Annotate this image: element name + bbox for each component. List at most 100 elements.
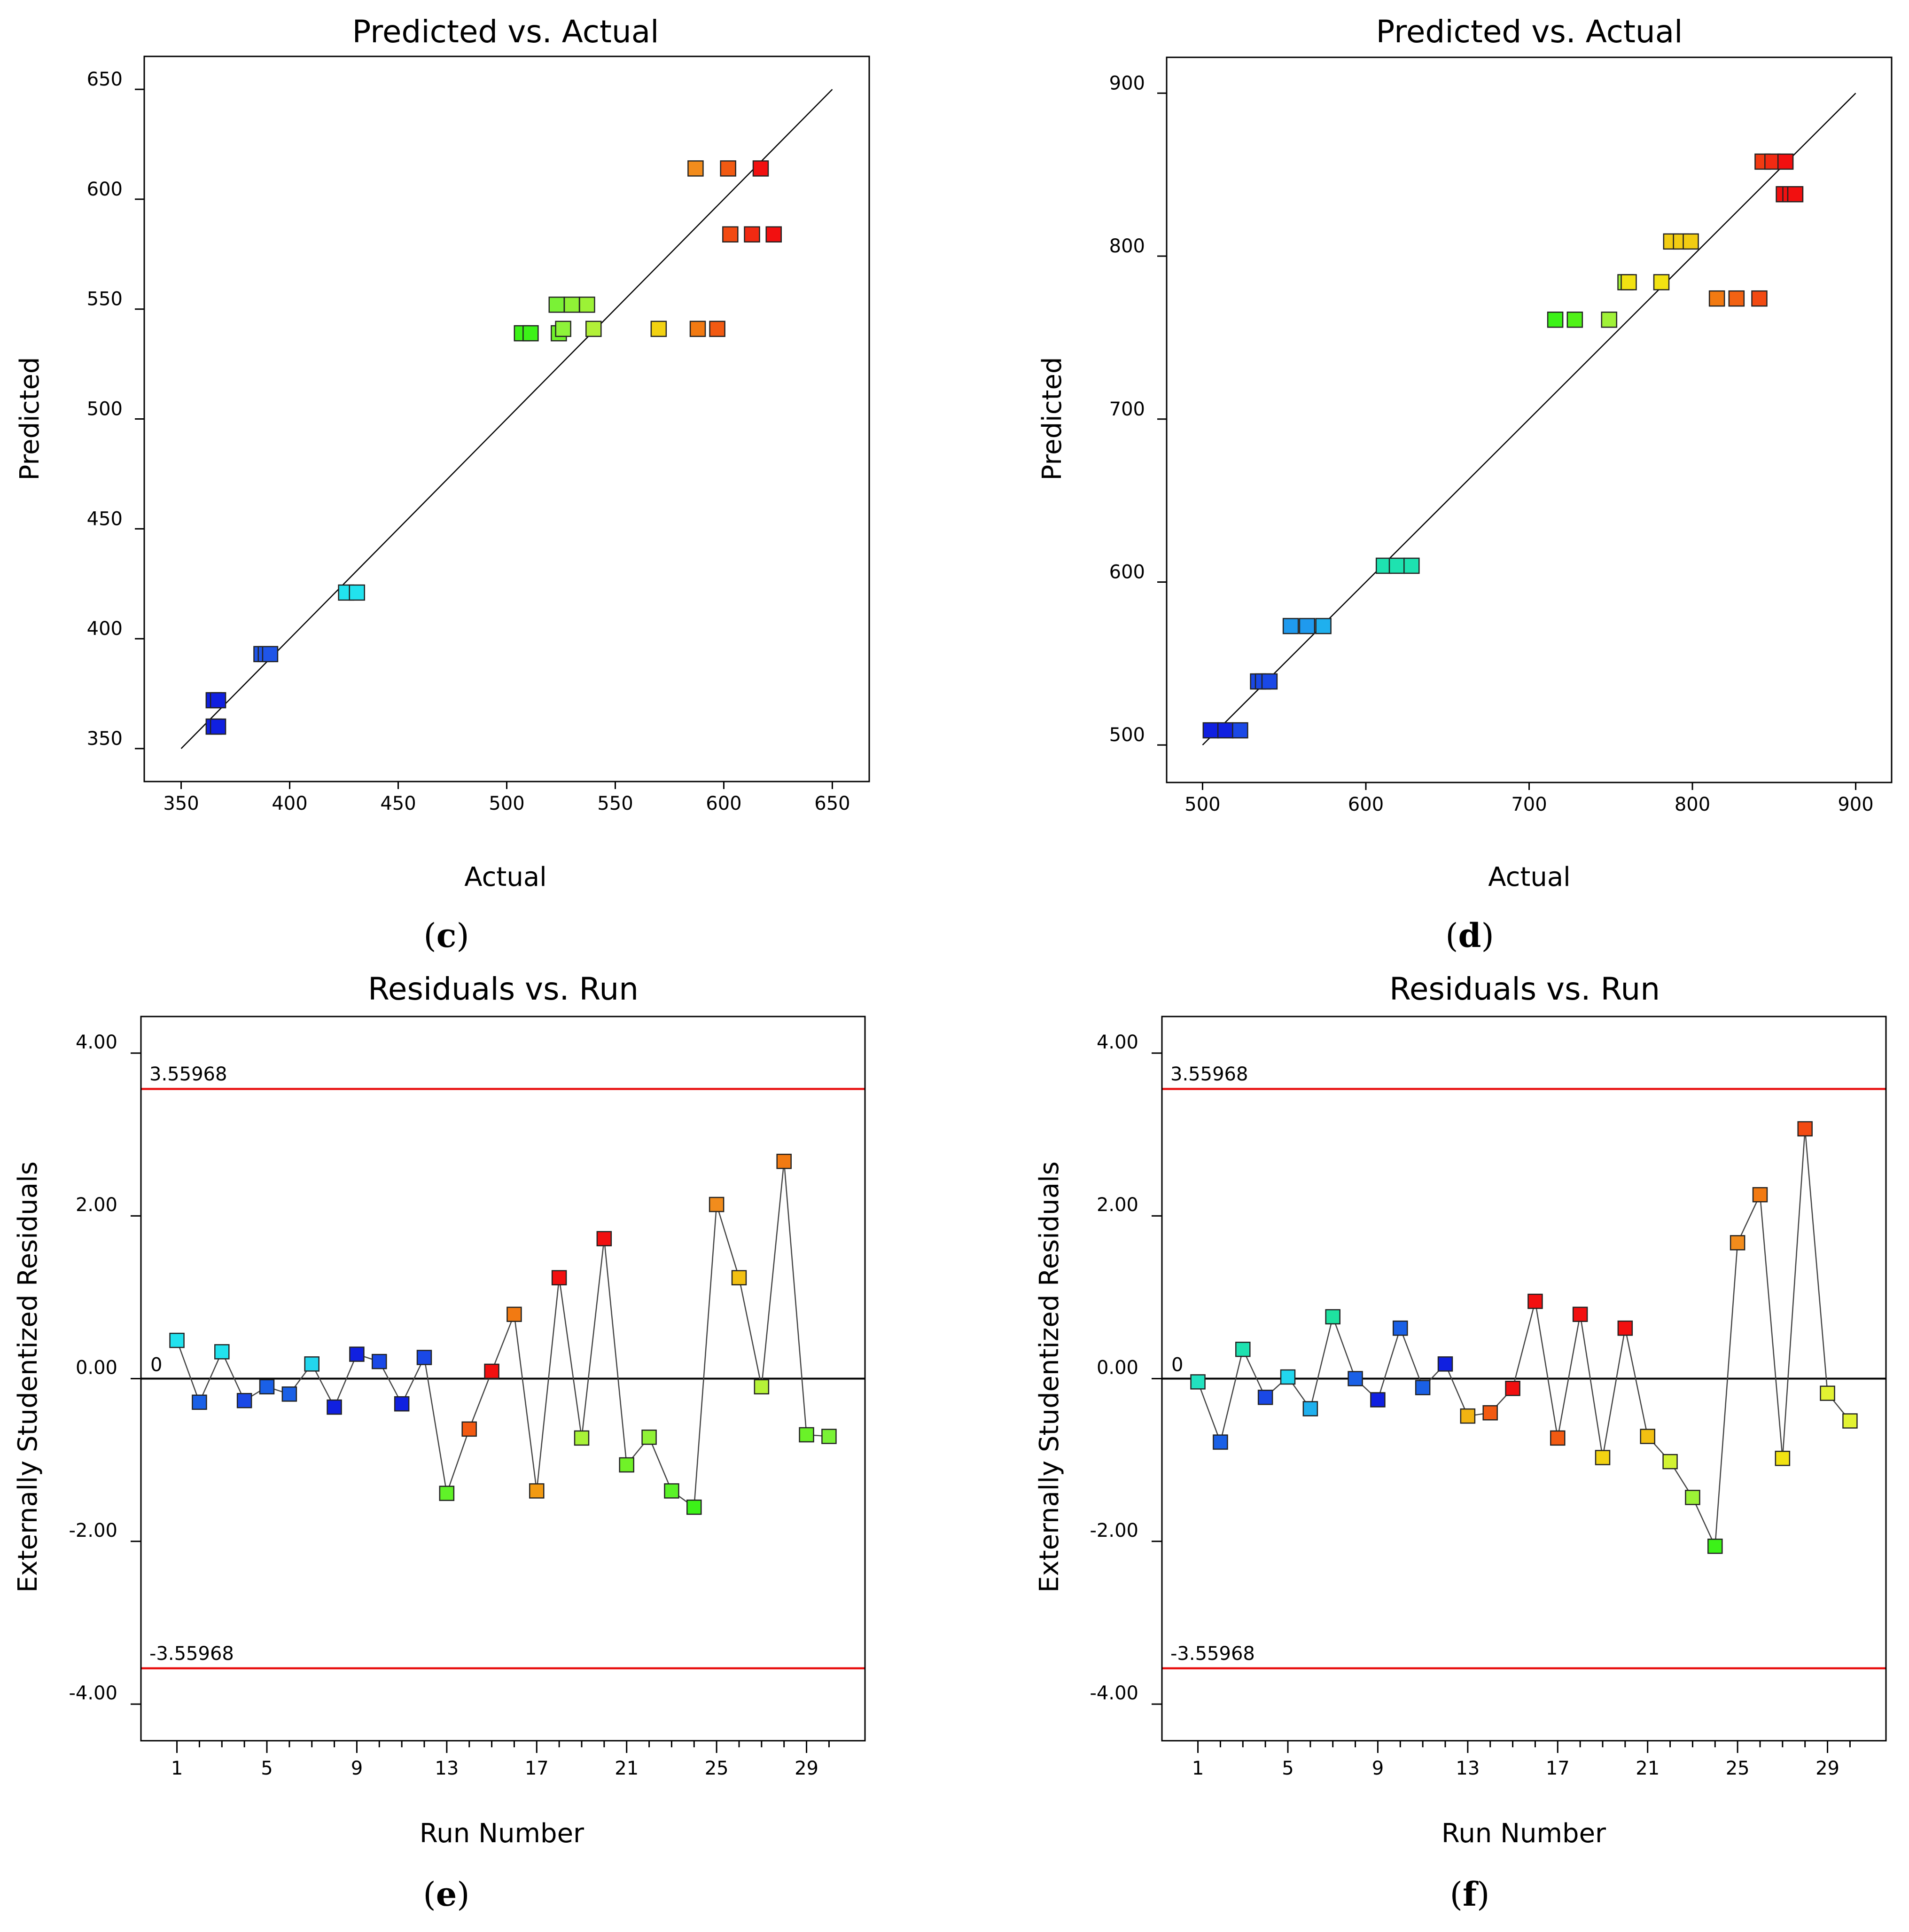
chart-d-xtick-label: 800 xyxy=(1675,794,1710,815)
chart-e-xtick-label: 25 xyxy=(705,1758,729,1779)
chart-c-ytick-label: 500 xyxy=(87,399,123,420)
chart-e-xtick-label: 21 xyxy=(615,1758,639,1779)
chart-e-ytick-label: -4.00 xyxy=(69,1682,118,1704)
chart-f-point xyxy=(1213,1434,1228,1450)
chart-c-xtick-label: 650 xyxy=(814,793,850,814)
chart-c-ytick-label: 350 xyxy=(87,728,123,750)
chart-f-point xyxy=(1572,1306,1588,1322)
chart-c-point xyxy=(709,321,725,337)
chart-c-point xyxy=(579,297,595,313)
chart-d-point xyxy=(1388,557,1405,574)
chart-e-point xyxy=(776,1153,792,1169)
chart-f-ytick-label: 0.00 xyxy=(1097,1357,1138,1379)
chart-c-xtick-label: 400 xyxy=(272,793,307,814)
chart-d-point xyxy=(1601,312,1618,328)
chart-e-point xyxy=(349,1346,365,1362)
chart-d-point xyxy=(1751,290,1768,307)
chart-e-title: Residuals vs. Run xyxy=(368,971,639,1007)
chart-f-point xyxy=(1235,1341,1251,1357)
chart-f-point xyxy=(1595,1450,1611,1465)
chart-e-point xyxy=(754,1379,770,1395)
chart-f-title: Residuals vs. Run xyxy=(1389,971,1660,1007)
chart-e-point xyxy=(394,1396,410,1412)
chart-d-xtick-label: 900 xyxy=(1838,794,1873,815)
chart-e-point xyxy=(461,1421,477,1437)
chart-c-ytick-label: 550 xyxy=(87,289,123,310)
chart-d-point xyxy=(1728,290,1745,307)
chart-d-point xyxy=(1621,274,1637,290)
chart-f-point xyxy=(1257,1390,1273,1405)
chart-e-ylabel: Externally Studentized Residuals xyxy=(13,1161,43,1593)
chart-f-xtick-label: 5 xyxy=(1282,1758,1293,1779)
chart-c-xtick-label: 350 xyxy=(163,793,199,814)
chart-f-xtick-label: 21 xyxy=(1636,1758,1660,1779)
chart-c-point xyxy=(744,226,760,242)
chart-c-panel-label: (c) xyxy=(423,916,469,955)
chart-e-panel-label: (e) xyxy=(423,1875,469,1914)
chart-d-point xyxy=(1202,722,1219,739)
chart-f-point xyxy=(1820,1385,1835,1401)
chart-f-xtick-label: 1 xyxy=(1192,1758,1204,1779)
chart-f-point xyxy=(1640,1429,1655,1444)
chart-d-point xyxy=(1777,153,1794,170)
chart-c-point xyxy=(687,160,704,177)
chart-f-point xyxy=(1482,1405,1498,1421)
chart-c-ytick-label: 650 xyxy=(87,69,123,90)
chart-e-xtick-label: 9 xyxy=(351,1758,363,1779)
chart-e-ytick-label: 4.00 xyxy=(76,1032,117,1053)
chart-d-point xyxy=(1299,618,1316,634)
chart-f-point xyxy=(1707,1538,1723,1554)
chart-e-point xyxy=(619,1457,634,1473)
chart-c-point xyxy=(722,226,739,242)
chart-f-point xyxy=(1617,1320,1633,1336)
chart-e-point xyxy=(439,1486,455,1501)
chart-f-point xyxy=(1348,1371,1363,1386)
chart-e-point xyxy=(821,1429,837,1444)
chart-d-ytick-label: 900 xyxy=(1109,72,1145,94)
chart-f-point xyxy=(1370,1392,1386,1408)
chart-e-point xyxy=(169,1332,185,1348)
chart-d-point xyxy=(1403,557,1420,574)
chart-e-point xyxy=(641,1429,657,1445)
chart-c-point xyxy=(349,584,365,601)
chart-e-xtick-label: 29 xyxy=(795,1758,818,1779)
chart-c-plot: 350 400 450 500 550 600 650 350 400 450 500 550 600 6… xyxy=(87,69,850,814)
chart-c-point xyxy=(563,297,580,313)
chart-e-point xyxy=(709,1197,725,1212)
chart-c-point xyxy=(262,646,279,663)
chart-f-point xyxy=(1685,1490,1700,1505)
chart-f-xtick-label: 9 xyxy=(1372,1758,1384,1779)
chart-d-xtick-label: 500 xyxy=(1184,794,1220,815)
chart-c-ytick-label: 450 xyxy=(87,508,123,530)
chart-e-ytick-label: 2.00 xyxy=(76,1194,117,1216)
chart-d-point xyxy=(1708,290,1725,307)
chart-e-point xyxy=(372,1353,387,1369)
chart-f-point xyxy=(1302,1401,1318,1416)
chart-f-point xyxy=(1460,1408,1476,1424)
chart-f-xtick-label: 29 xyxy=(1815,1758,1839,1779)
chart-f-point xyxy=(1550,1430,1566,1446)
chart-e-frame xyxy=(140,1016,866,1742)
chart-d-panel-label: (d) xyxy=(1445,916,1494,955)
chart-c-ylabel: Predicted xyxy=(15,357,45,481)
chart-d-point xyxy=(1261,673,1278,690)
chart-c-frame xyxy=(143,55,870,782)
chart-e-point xyxy=(214,1344,230,1360)
chart-f-ytick-label: 2.00 xyxy=(1097,1194,1138,1216)
chart-f-point xyxy=(1842,1413,1858,1429)
chart-f-point xyxy=(1752,1187,1768,1203)
chart-c-point xyxy=(555,321,571,337)
chart-d-title: Predicted vs. Actual xyxy=(1376,14,1683,50)
chart-f-lower-limit-label: -3.55968 xyxy=(1170,1643,1255,1665)
chart-e-xtick-label: 1 xyxy=(171,1758,183,1779)
chart-d-ylabel: Predicted xyxy=(1037,357,1067,481)
chart-e-point xyxy=(281,1386,297,1402)
chart-c-point xyxy=(522,325,539,342)
chart-d-point xyxy=(1566,312,1583,328)
chart-f-point xyxy=(1730,1235,1745,1251)
chart-c-reference-line xyxy=(180,89,833,749)
chart-c-xtick-label: 600 xyxy=(706,793,741,814)
chart-f-zero-label: 0 xyxy=(1171,1354,1183,1376)
chart-f-xtick-label: 17 xyxy=(1546,1758,1570,1779)
